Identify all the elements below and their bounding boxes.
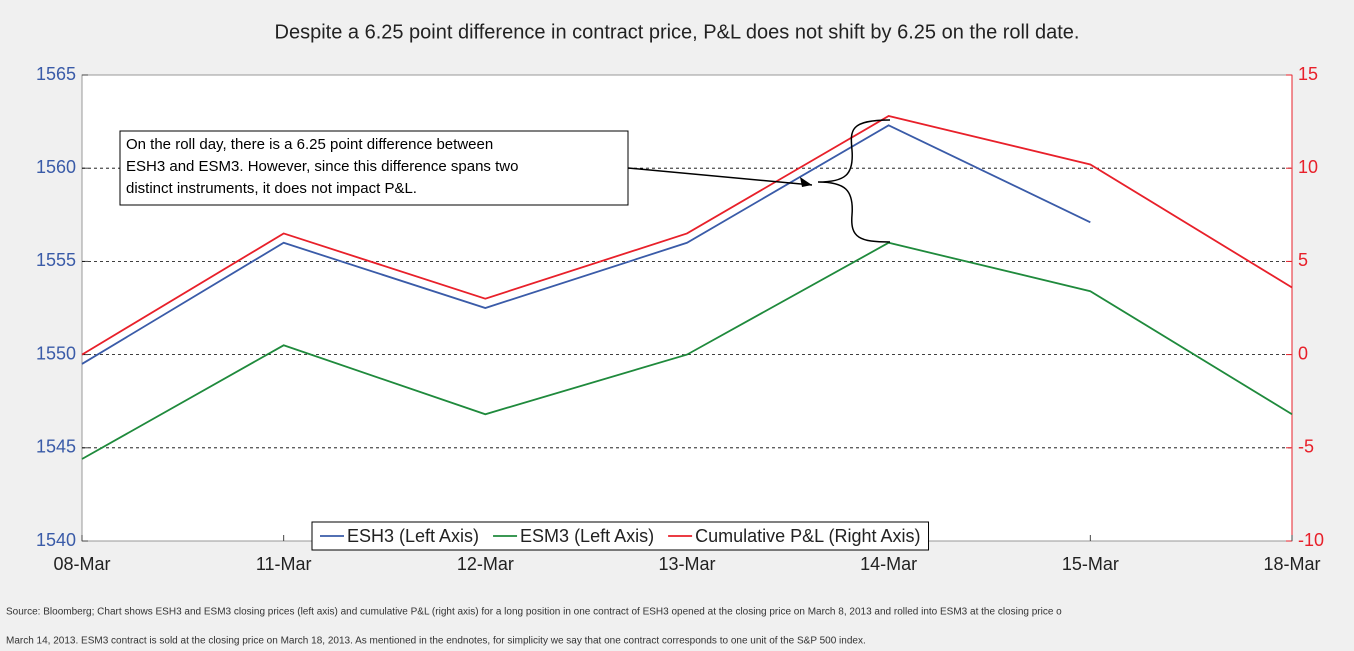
y-tick-label: 1545 — [36, 437, 76, 457]
legend-label: ESM3 (Left Axis) — [520, 526, 654, 546]
legend: ESH3 (Left Axis) ESM3 (Left Axis) Cumulati… — [311, 521, 930, 551]
annotation-box — [119, 130, 629, 206]
x-tick-label: 14-Mar — [860, 554, 917, 574]
x-tick-label: 08-Mar — [53, 554, 110, 574]
y2-tick-label: 5 — [1298, 250, 1308, 270]
footnote: March 14, 2013. ESM3 contract is sold at… — [6, 636, 866, 647]
x-tick-label: 18-Mar — [1263, 554, 1320, 574]
arrow-head — [800, 177, 812, 187]
y-tick-label: 1550 — [36, 343, 76, 363]
y2-tick-label: -10 — [1298, 530, 1324, 550]
x-tick-label: 11-Mar — [256, 554, 312, 574]
footnote: Source: Bloomberg; Chart shows ESH3 and … — [6, 607, 1062, 618]
x-tick-label: 12-Mar — [457, 554, 514, 574]
y2-tick-label: 15 — [1298, 64, 1318, 84]
x-tick-label: 15-Mar — [1062, 554, 1119, 574]
legend-label: ESH3 (Left Axis) — [347, 526, 479, 546]
legend-box — [311, 521, 930, 551]
y-tick-label: 1540 — [36, 530, 76, 550]
x-tick-label: 13-Mar — [658, 554, 715, 574]
annotation-arrow — [627, 167, 813, 186]
y2-tick-label: -5 — [1298, 437, 1314, 457]
legend-label: Cumulative P&L (Right Axis) — [695, 526, 920, 546]
series-line — [81, 115, 1293, 356]
chart-title: Despite a 6.25 point difference in contr… — [275, 21, 1080, 43]
series-line — [81, 124, 1091, 365]
y-tick-label: 1555 — [36, 250, 76, 270]
brace — [817, 119, 891, 243]
y-tick-label: 1560 — [36, 157, 76, 177]
annotation-text: On the roll day, there is a 6.25 point d… — [126, 136, 493, 153]
y2-tick-label: 0 — [1298, 343, 1308, 363]
annotation — [119, 119, 891, 243]
annotation-text: distinct instruments, it does not impact… — [126, 180, 417, 197]
series-line — [81, 241, 1293, 460]
y2-tick-label: 10 — [1298, 157, 1318, 177]
y-tick-label: 1565 — [36, 64, 76, 84]
annotation-text: ESH3 and ESM3. However, since this diffe… — [126, 158, 518, 175]
